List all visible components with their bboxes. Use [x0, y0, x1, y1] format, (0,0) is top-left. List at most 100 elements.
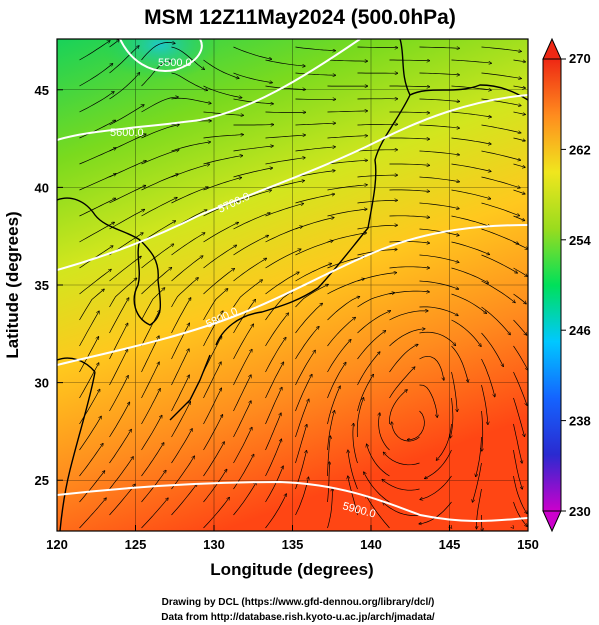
- streamline: [389, 291, 430, 295]
- streamline: [141, 125, 180, 139]
- streamline: [171, 233, 205, 256]
- streamline: [233, 72, 273, 83]
- streamline: [327, 60, 368, 61]
- streamline: [295, 327, 319, 360]
- y-tick-label: 40: [35, 180, 49, 195]
- streamline: [513, 423, 523, 463]
- streamline: [419, 280, 459, 289]
- streamline: [481, 332, 504, 366]
- streamline: [295, 303, 323, 334]
- streamline: [203, 289, 228, 321]
- streamline: [265, 59, 306, 66]
- streamline: [265, 439, 282, 477]
- streamline: [357, 124, 398, 125]
- streamline: [327, 340, 351, 373]
- streamline: [265, 466, 284, 503]
- streamline: [265, 338, 286, 373]
- contour-5900: [57, 480, 528, 523]
- streamline: [389, 216, 430, 218]
- streamline: [265, 135, 306, 139]
- streamline: [389, 390, 407, 425]
- streamline: [171, 46, 205, 69]
- streamline: [481, 46, 522, 51]
- x-tick-label: 120: [46, 537, 68, 552]
- streamline: [389, 242, 430, 244]
- streamline: [513, 501, 528, 526]
- streamline: [482, 410, 483, 451]
- streamline: [357, 225, 398, 230]
- streamline: [327, 489, 333, 529]
- x-tick-label: 140: [360, 537, 382, 552]
- streamline: [141, 244, 174, 269]
- streamline: [265, 85, 306, 90]
- contour-label-5600: 5600.0: [110, 127, 144, 139]
- streamline: [513, 475, 527, 513]
- streamline: [233, 213, 271, 230]
- streamline: [79, 269, 112, 295]
- y-tick-label: 25: [35, 473, 49, 488]
- streamline: [295, 46, 336, 51]
- streamline: [203, 470, 227, 503]
- streamline: [327, 363, 346, 399]
- streamline: [513, 267, 528, 276]
- streamline: [203, 336, 222, 373]
- streamline: [233, 428, 252, 464]
- streamline: [513, 293, 527, 304]
- streamline: [481, 176, 521, 188]
- streamline: [171, 456, 195, 490]
- streamline: [295, 425, 307, 464]
- streamline: [327, 462, 330, 503]
- streamline: [383, 503, 420, 516]
- streamline: [382, 480, 420, 491]
- streamline: [481, 72, 522, 79]
- streamline: [265, 388, 282, 425]
- streamline: [109, 323, 128, 360]
- streamline: [348, 476, 358, 516]
- streamline: [389, 311, 428, 321]
- streamline: [327, 386, 341, 425]
- streamline: [233, 236, 269, 256]
- streamline: [389, 329, 425, 347]
- streamline: [141, 198, 178, 217]
- streamline: [357, 331, 386, 360]
- streamline: [141, 443, 164, 477]
- streamline: [513, 85, 526, 88]
- streamline: [109, 402, 130, 438]
- streamline: [327, 256, 366, 269]
- streamline: [295, 285, 329, 308]
- streamlines: [79, 40, 528, 531]
- streamline: [451, 241, 490, 255]
- streamline: [327, 209, 367, 217]
- streamline: [203, 498, 230, 529]
- streamline: [233, 46, 272, 59]
- streamline: [389, 60, 430, 61]
- streamline: [203, 223, 239, 243]
- streamline: [408, 410, 425, 440]
- streamline: [203, 388, 222, 425]
- streamline: [109, 46, 139, 74]
- streamline: [481, 358, 495, 397]
- streamline: [233, 258, 267, 282]
- streamline: [109, 457, 134, 490]
- streamline: [419, 47, 460, 48]
- streamline: [265, 413, 282, 451]
- streamline: [476, 436, 482, 477]
- streamline: [171, 375, 190, 412]
- streamline: [425, 449, 452, 479]
- streamline: [141, 97, 179, 113]
- streamline: [419, 72, 460, 75]
- streamline: [203, 178, 242, 191]
- colorbar-tick-label: 270: [569, 51, 591, 66]
- contour-5600: [57, 39, 361, 141]
- streamline: [367, 444, 390, 477]
- streamline: [481, 150, 521, 160]
- streamline: [513, 449, 523, 489]
- streamline: [141, 389, 161, 425]
- streamline: [513, 60, 526, 62]
- streamline: [481, 384, 488, 424]
- streamline: [79, 174, 117, 191]
- streamline: [171, 402, 191, 438]
- streamline: [327, 317, 356, 347]
- streamline: [513, 189, 525, 194]
- streamline: [481, 202, 520, 216]
